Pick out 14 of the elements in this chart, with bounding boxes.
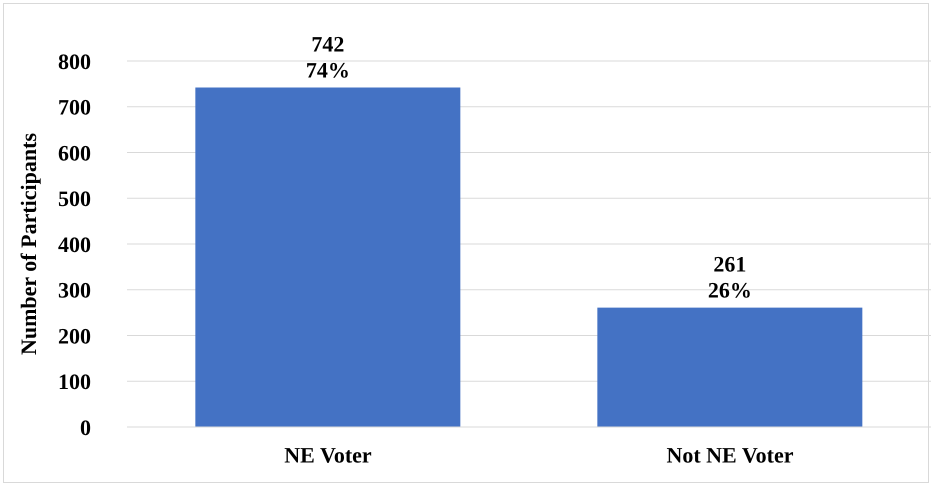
y-tick-label: 800 xyxy=(58,48,91,74)
y-tick-label: 600 xyxy=(58,140,91,166)
data-label: 261 26% xyxy=(708,252,752,303)
x-tick-label: NE Voter xyxy=(284,442,372,468)
x-tick-label: Not NE Voter xyxy=(666,442,794,468)
y-tick-label: 100 xyxy=(58,369,91,394)
y-tick-label: 700 xyxy=(58,94,91,120)
data-label: 742 74% xyxy=(306,32,350,83)
y-tick-label: 200 xyxy=(58,323,91,348)
y-tick-label: 0 xyxy=(80,414,91,440)
y-tick-label: 300 xyxy=(58,278,91,303)
y-axis-title: Number of Participants xyxy=(16,132,41,356)
y-tick-label: 500 xyxy=(58,186,91,212)
y-tick-label: 400 xyxy=(58,232,91,257)
